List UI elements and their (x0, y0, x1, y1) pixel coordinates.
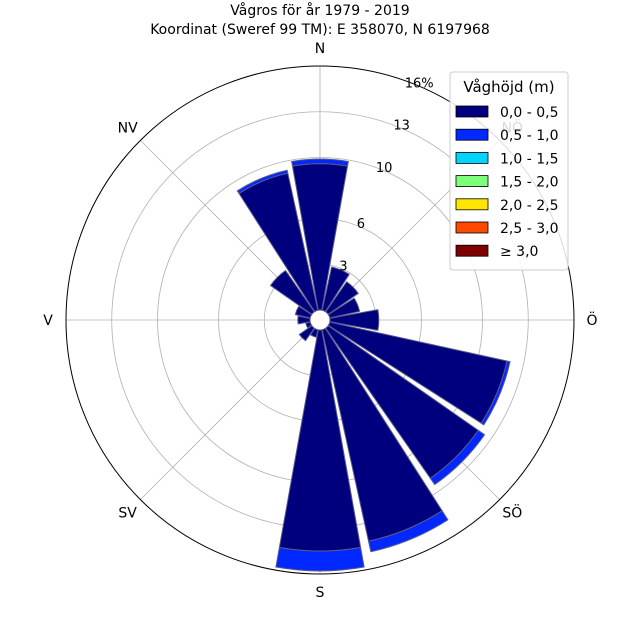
bar-VSV-0 (305, 321, 313, 329)
radial-tick-label: 3 (339, 259, 347, 274)
chart-subtitle: Koordinat (Sweref 99 TM): E 358070, N 61… (150, 22, 490, 38)
legend-label: 2,0 - 2,5 (500, 198, 558, 214)
legend-title: Våghöjd (m) (463, 78, 554, 96)
radial-tick-label: 13 (393, 119, 410, 134)
bar-Ö-0 (329, 309, 380, 331)
chart-title: Vågros för år 1979 - 2019 (230, 2, 409, 19)
radial-tick-label: 16% (405, 76, 434, 91)
bar-ÖSÖ-1 (480, 360, 511, 426)
bar-NV-0 (269, 269, 315, 315)
legend-label: 0,0 - 0,5 (500, 105, 558, 121)
legend-swatch (455, 175, 489, 188)
direction-label: V (43, 313, 53, 329)
bar-SÖ-1 (429, 429, 486, 486)
direction-label: SÖ (502, 503, 522, 521)
direction-label: N (315, 41, 325, 57)
legend-label: 0,5 - 1,0 (500, 128, 558, 144)
bar-V-0 (297, 315, 311, 325)
radial-tick-labels: 3 6 10 13 16% (339, 76, 433, 274)
radial-tick-label: 10 (376, 161, 393, 176)
bar-ÖNÖ-0 (327, 297, 361, 319)
legend-label: ≥ 3,0 (500, 244, 538, 260)
legend-swatch (455, 244, 489, 257)
legend-items: 0,0 - 0,5 0,5 - 1,0 1,0 - 1,5 1,5 - 2,0 2,0 … (455, 105, 558, 260)
legend-swatch (455, 128, 489, 141)
bar-SSÖ-1 (367, 510, 449, 553)
direction-label: S (316, 585, 325, 601)
legend-swatch (455, 151, 489, 164)
bar-NÖ-0 (325, 281, 359, 315)
direction-label: SV (118, 505, 137, 521)
outer-circle (65, 65, 575, 575)
grid-spoke (140, 326, 314, 500)
radial-tick-label: 6 (357, 217, 365, 232)
direction-label: NV (118, 121, 138, 137)
bar-SSV-0 (309, 327, 319, 338)
legend-swatch (455, 198, 489, 211)
bar-NNÖ-0 (321, 266, 350, 313)
legend-box (449, 71, 569, 271)
legend-swatch (455, 221, 489, 234)
legend-label: 1,5 - 2,0 (500, 175, 558, 191)
legend: Våghöjd (m) 0,0 - 0,5 0,5 - 1,0 1,0 - 1,5 1… (449, 71, 569, 271)
bar-SV-0 (298, 325, 315, 342)
bar-N-1 (291, 158, 349, 167)
legend-swatch (455, 105, 489, 118)
bar-S-1 (275, 546, 365, 572)
outer-frame (65, 65, 575, 575)
bar-VNV-0 (294, 305, 313, 319)
bar-NNV-1 (236, 169, 289, 195)
direction-label: Ö (586, 311, 597, 329)
legend-label: 2,5 - 3,0 (500, 221, 558, 237)
bar-group (236, 158, 511, 572)
legend-label: 1,0 - 1,5 (500, 151, 558, 167)
